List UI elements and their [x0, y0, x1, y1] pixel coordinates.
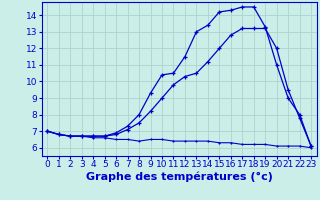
X-axis label: Graphe des températures (°c): Graphe des températures (°c) — [86, 172, 273, 182]
